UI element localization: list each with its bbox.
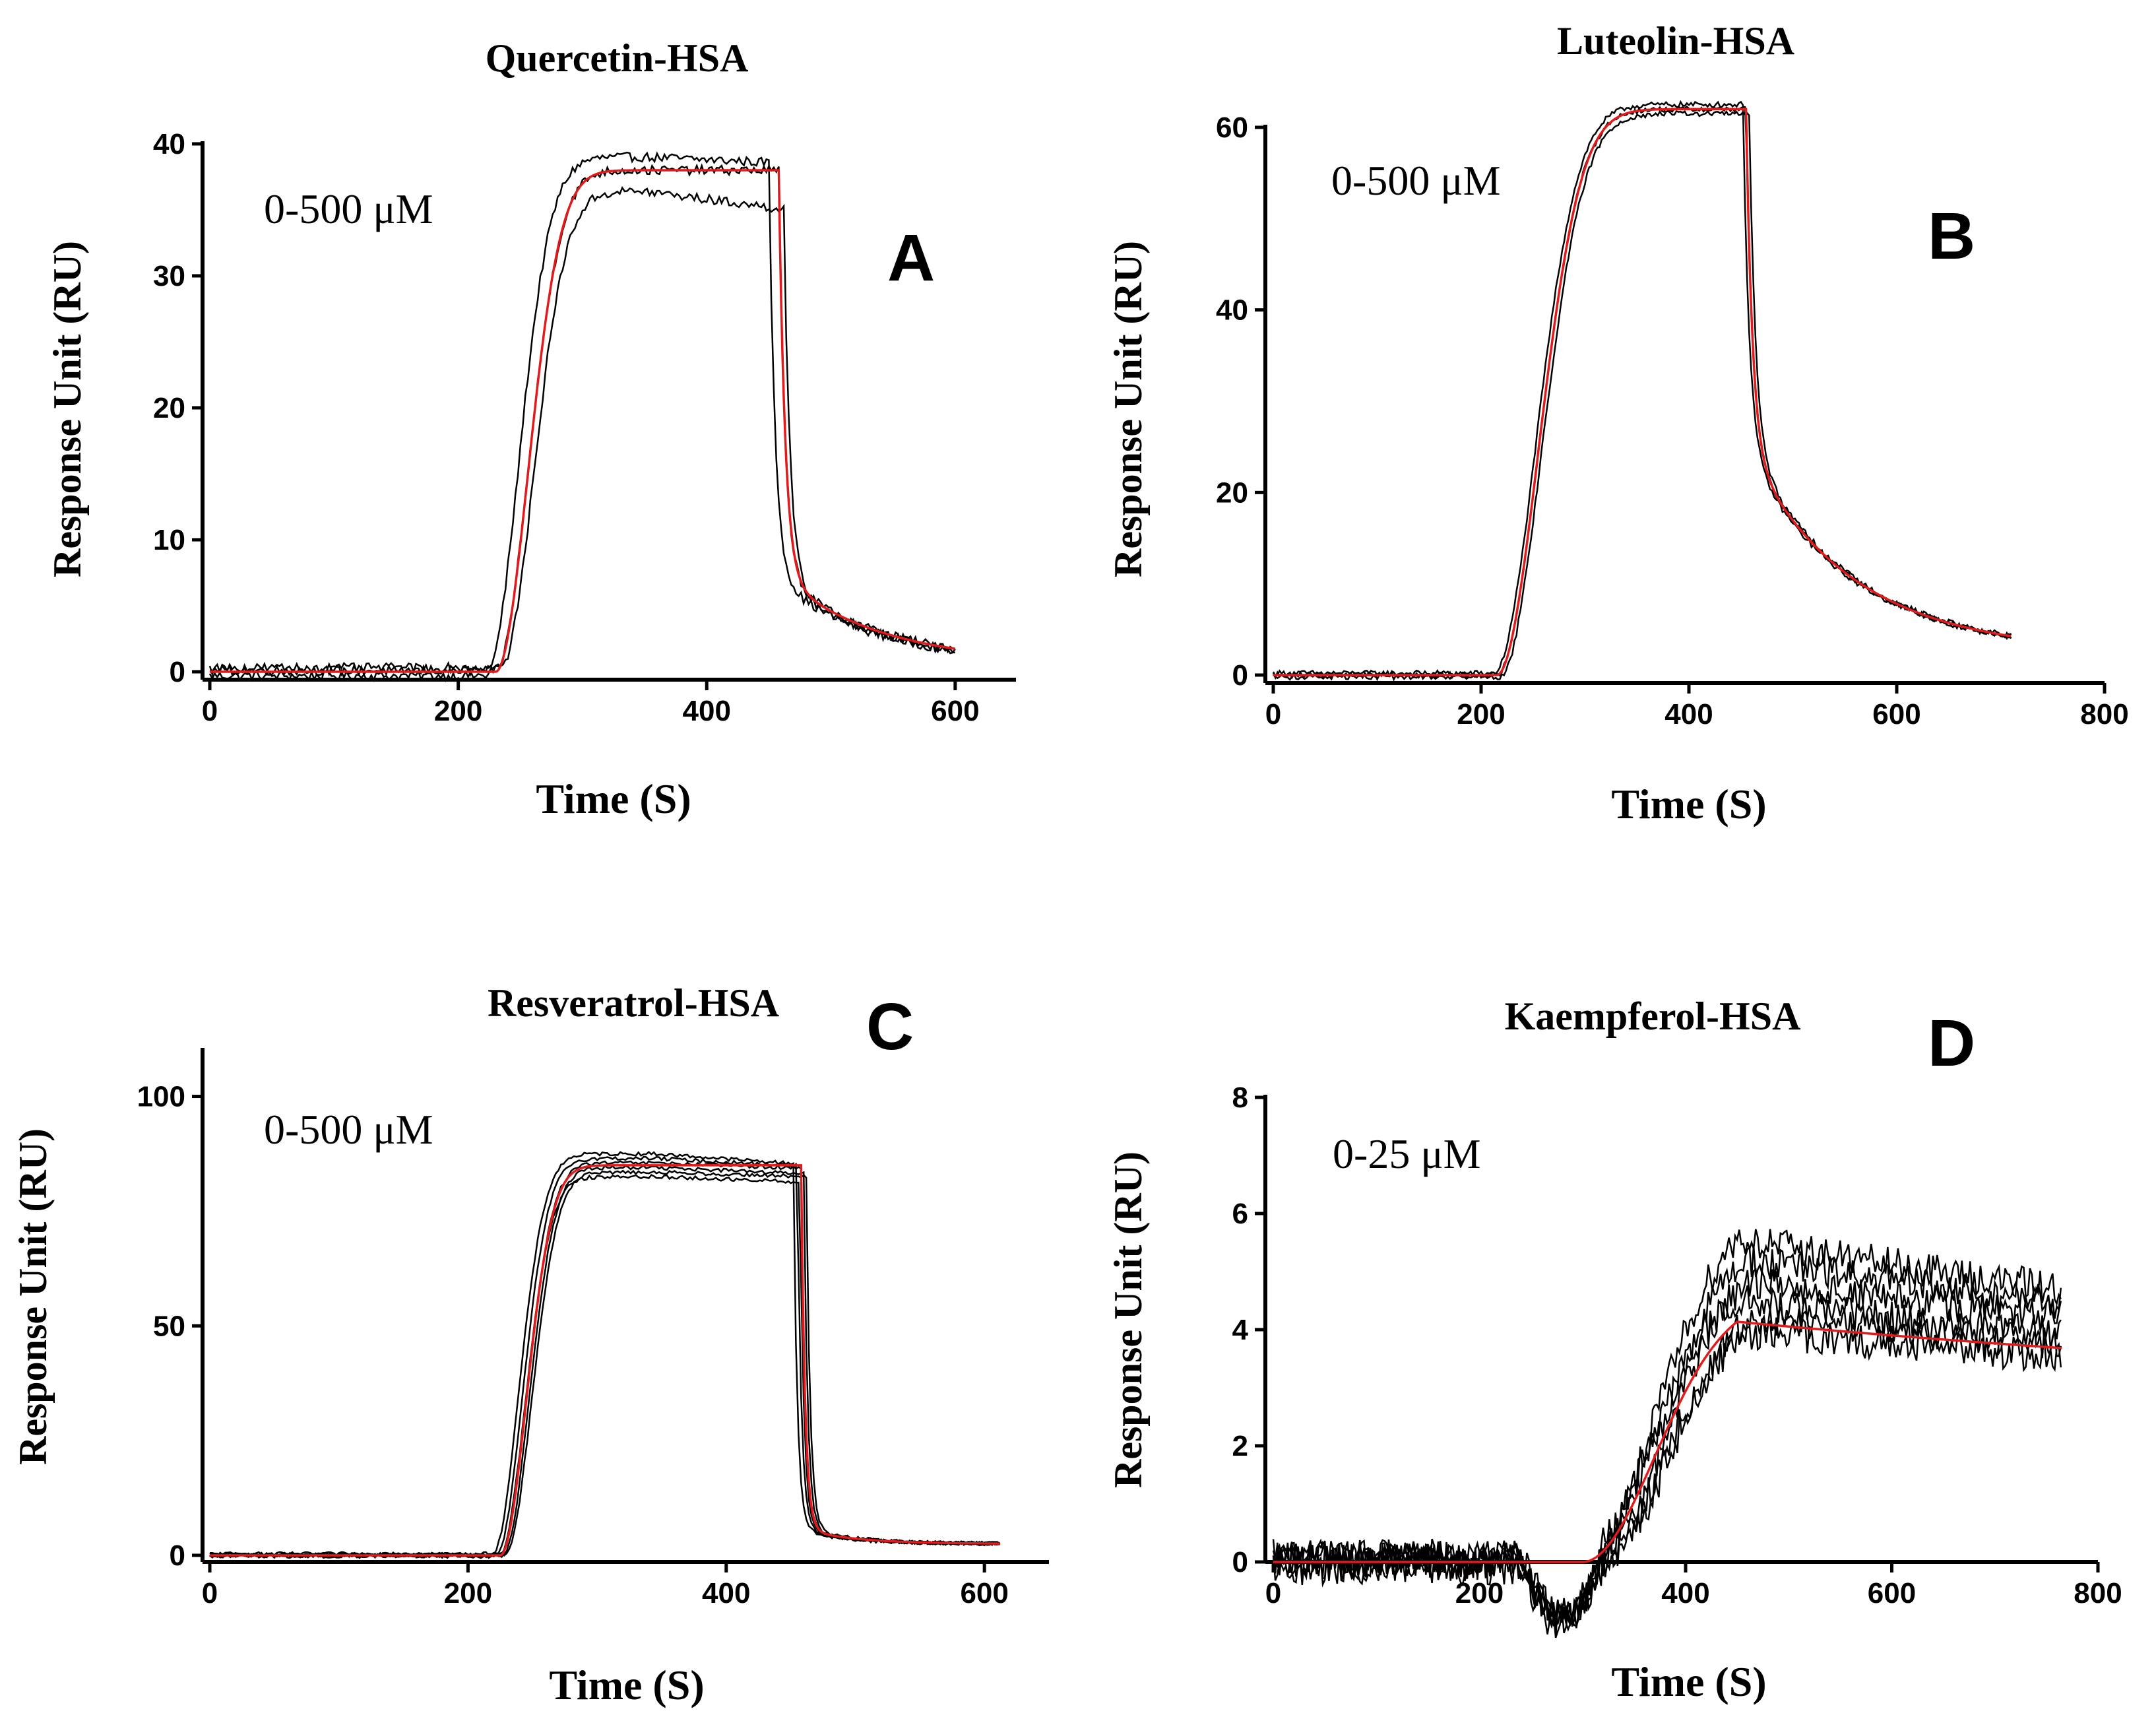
panel-c-label: C [866,990,914,1064]
panel-a-y-tick-label: 40 [153,128,185,160]
panel-c-observed-trace [209,1165,1001,1559]
panel-a-concentration: 0-500 μM [264,185,433,232]
panel-d-observed-trace [1272,1268,2062,1638]
panel-a-x-tick-label: 200 [434,695,482,727]
panel-d-observed-trace [1272,1285,2062,1629]
panel-d-y-tick-label: 8 [1232,1082,1248,1114]
panel-b-x-tick-label: 400 [1665,698,1713,730]
panel-a-y-tick-label: 20 [153,392,185,424]
panel-c-fit-curve [210,1164,1000,1557]
panel-d-xlabel: Time (S) [1611,1658,1766,1705]
panel-c: Resveratrol-HSA 0-500 μM C Time (S) Resp… [11,981,1049,1708]
panel-c-observed-trace [209,1174,1000,1559]
panel-d-y-tick-label: 0 [1232,1546,1248,1578]
panel-a-observed-trace [209,185,956,676]
panel-d-x-tick-label: 0 [1265,1577,1281,1609]
panel-b-y-tick-label: 20 [1216,476,1248,509]
panel-d-y-tick-label: 4 [1232,1314,1249,1346]
panel-c-observed-trace [209,1160,1000,1559]
panel-d-y-tick-label: 6 [1232,1198,1248,1230]
panel-b-concentration: 0-500 μM [1331,157,1501,204]
panel-c-y-tick-label: 0 [170,1539,185,1572]
panel-c-observed-trace [209,1169,1001,1557]
panel-a: Quercetin-HSA 0-500 μM A Time (S) Respon… [46,36,1016,822]
panel-c-x-tick-label: 600 [960,1577,1008,1609]
panel-c-y-tick-label: 100 [137,1081,185,1113]
panel-c-x-tick-label: 0 [202,1577,218,1609]
panel-b: Luteolin-HSA 0-500 μM B Time (S) Respons… [1106,19,2129,827]
panel-d-observed-trace [1272,1245,2062,1627]
panel-a-x-tick-label: 400 [683,695,731,727]
panel-d-fit-curve [1273,1320,2062,1563]
panel-b-x-tick-label: 200 [1457,698,1505,730]
panel-c-x-tick-label: 400 [702,1577,750,1609]
panel-d-y-tick-label: 2 [1232,1430,1248,1462]
panel-b-title: Luteolin-HSA [1557,19,1794,63]
panel-d-concentration: 0-25 μM [1333,1130,1481,1177]
panel-b-xlabel: Time (S) [1611,781,1766,827]
panel-b-y-tick-label: 60 [1216,112,1248,144]
panel-a-xlabel: Time (S) [536,775,691,822]
panel-b-ylabel: Response Unit (RU) [1106,241,1150,577]
panel-a-y-tick-label: 10 [153,524,185,556]
panel-c-xlabel: Time (S) [549,1662,704,1708]
panel-a-y-tick-label: 30 [153,260,185,292]
panel-b-x-tick-label: 0 [1265,698,1281,730]
panel-d-observed-trace [1272,1317,2062,1627]
panel-c-observed-trace [209,1155,1000,1558]
panel-d-label: D [1928,1006,1975,1080]
panel-b-x-tick-label: 600 [1872,698,1920,730]
panel-d: Kaempferol-HSA 0-25 μM D Time (S) Respon… [1106,994,2122,1705]
panel-a-x-tick-label: 600 [931,695,979,727]
panel-c-observed-trace [209,1151,1001,1557]
panel-d-x-tick-label: 600 [1868,1577,1916,1609]
panel-d-title: Kaempferol-HSA [1505,994,1801,1038]
panel-a-ylabel: Response Unit (RU) [46,241,89,577]
panel-c-x-tick-label: 200 [444,1577,492,1609]
panel-b-label: B [1928,199,1975,273]
panel-d-x-tick-label: 400 [1661,1577,1709,1609]
panel-c-title: Resveratrol-HSA [488,981,779,1025]
panel-a-observed-trace [208,163,956,677]
panel-a-fit-curve [210,169,956,673]
panel-a-title: Quercetin-HSA [486,36,749,80]
panel-b-x-tick-label: 800 [2080,698,2128,730]
panel-d-observed-trace [1272,1229,2062,1636]
panel-c-y-tick-label: 50 [153,1310,185,1342]
panel-c-ylabel: Response Unit (RU) [11,1128,55,1465]
panel-b-y-tick-label: 0 [1232,659,1248,692]
panel-a-label: A [887,221,935,295]
panel-d-ylabel: Response Unit (RU) [1106,1151,1150,1488]
panel-b-fit-curve [1273,108,2012,676]
panel-a-y-tick-label: 0 [170,656,185,688]
panel-c-concentration: 0-500 μM [264,1106,433,1153]
panel-a-x-tick-label: 0 [202,695,218,727]
panel-b-y-tick-label: 40 [1216,294,1248,327]
panel-d-x-tick-label: 800 [2074,1577,2122,1609]
